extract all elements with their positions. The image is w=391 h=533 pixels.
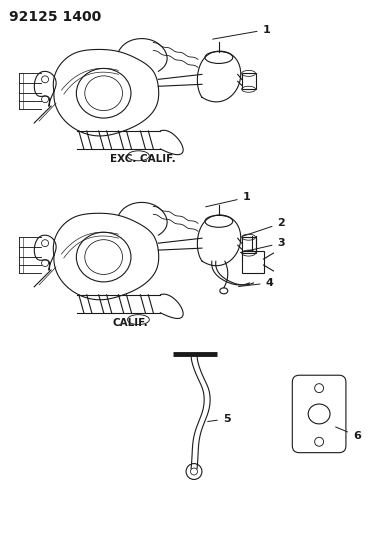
Text: 2: 2 <box>242 219 285 236</box>
Text: 4: 4 <box>239 278 273 288</box>
Text: 92125 1400: 92125 1400 <box>9 10 102 24</box>
Text: 6: 6 <box>335 427 361 441</box>
Text: 3: 3 <box>240 238 285 253</box>
Text: 5: 5 <box>208 414 230 424</box>
Text: CALIF.: CALIF. <box>113 318 148 328</box>
Text: EXC. CALIF.: EXC. CALIF. <box>111 154 176 164</box>
Bar <box>242 74 256 89</box>
Bar <box>242 237 256 253</box>
Bar <box>242 251 264 273</box>
Text: 1: 1 <box>206 192 250 207</box>
Text: 1: 1 <box>213 25 270 39</box>
